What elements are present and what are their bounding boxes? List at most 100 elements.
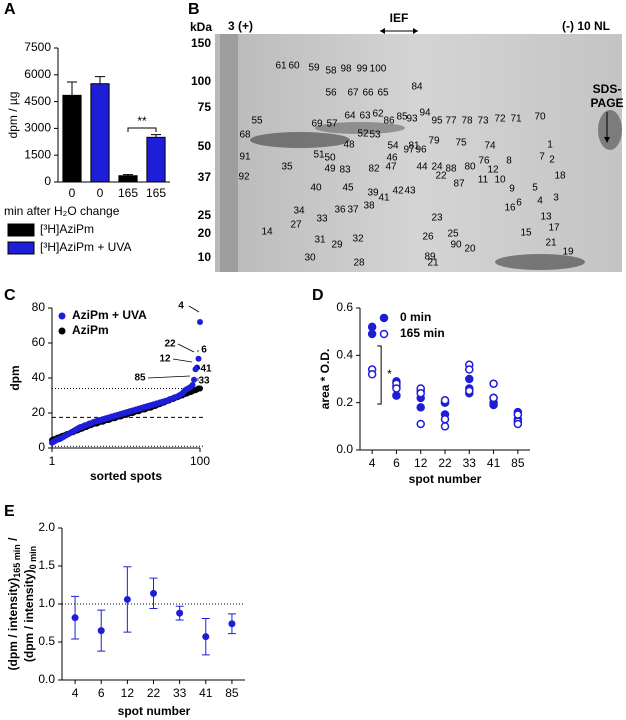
point — [197, 385, 203, 392]
spot-label: 76 — [478, 156, 490, 167]
legend-marker — [379, 313, 389, 323]
legend-label: AziPm — [72, 323, 109, 337]
y-tick-label: 7500 — [24, 40, 51, 54]
y-tick-label: 4500 — [24, 94, 51, 108]
point — [440, 414, 450, 424]
spot-label: 75 — [455, 138, 467, 149]
y-axis-label: (dpm / intensity)0 min — [22, 546, 38, 662]
spot-label: 37 — [347, 205, 359, 216]
spot-label: 96 — [415, 145, 427, 156]
bar — [62, 94, 82, 183]
kda-label: 25 — [198, 208, 212, 222]
point — [194, 364, 201, 371]
y-axis-label-text: (dpm / intensity) — [22, 569, 36, 662]
spot-label: 39 — [367, 188, 379, 199]
spot-label: 21 — [545, 238, 557, 249]
y-tick-label: 2.0 — [38, 520, 55, 534]
right-label: (-) 10 NL — [562, 19, 610, 33]
legend-marker — [58, 327, 66, 335]
spot-label: 65 — [377, 88, 389, 99]
spot-label: 32 — [352, 234, 364, 245]
y-tick-label: 40 — [32, 370, 46, 384]
bar — [118, 175, 138, 183]
legend-marker — [379, 329, 389, 339]
legend-label: AziPm + UVA — [72, 308, 147, 322]
annotation: 6 — [201, 345, 207, 356]
y-axis-label-tail: / — [6, 537, 20, 544]
kda-label: 50 — [198, 139, 212, 153]
marker-lane — [220, 34, 238, 272]
point — [416, 403, 425, 412]
spot-label: 5 — [532, 183, 538, 194]
x-tick-label: 12 — [414, 456, 428, 470]
x-tick-label: 1 — [49, 454, 56, 468]
spot-label: 72 — [494, 114, 506, 125]
x-tick-label: 6 — [98, 686, 105, 700]
spot-label: 58 — [325, 66, 337, 77]
spot-label: 52 — [357, 129, 369, 140]
spot-label: 55 — [251, 116, 263, 127]
spot-label: 67 — [347, 88, 359, 99]
spot-label: 85 — [396, 112, 408, 123]
spot-label: 8 — [506, 156, 512, 167]
annotation: 41 — [200, 364, 212, 375]
spot-label: 15 — [520, 228, 532, 239]
spot-label: 88 — [445, 164, 457, 175]
spot-label: 43 — [404, 186, 416, 197]
y-tick-label: 60 — [32, 335, 46, 349]
spot-label: 100 — [370, 64, 387, 75]
kda-label: 10 — [198, 250, 212, 264]
spot-label: 90 — [450, 240, 462, 251]
point — [367, 322, 377, 332]
spot-label: 38 — [363, 201, 375, 212]
point — [489, 393, 498, 403]
annotation: 33 — [198, 376, 210, 387]
spot-label: 36 — [334, 205, 346, 216]
annotation: 4 — [178, 301, 184, 312]
spot-label: 4 — [537, 196, 543, 207]
legend-marker — [58, 312, 66, 320]
spot-label: 95 — [431, 116, 443, 127]
point — [71, 614, 79, 622]
spot-label: 6 — [516, 198, 522, 209]
y-tick-label: 0.0 — [38, 672, 55, 686]
kda-label: 37 — [198, 170, 212, 184]
error-bar — [123, 174, 133, 176]
x-tick-label: 85 — [225, 686, 239, 700]
annotation: 12 — [159, 354, 171, 365]
spot-label: 44 — [416, 162, 428, 173]
spot-label: 86 — [383, 116, 395, 127]
significance-bracket — [127, 127, 157, 132]
spot-label: 16 — [504, 203, 516, 214]
gel-image — [215, 34, 622, 272]
point — [228, 620, 236, 628]
spot-label: 25 — [447, 229, 459, 240]
point — [489, 400, 498, 410]
spot-label: 12 — [487, 165, 499, 176]
kda-label: 100 — [191, 74, 211, 88]
x-tick-label: 12 — [121, 686, 135, 700]
spot-label: 68 — [239, 130, 251, 141]
spot-label: 14 — [261, 227, 273, 238]
spot-label: 99 — [356, 64, 368, 75]
point — [202, 633, 210, 641]
spot-label: 47 — [385, 162, 397, 173]
spot-label: 7 — [539, 152, 545, 163]
point — [513, 410, 523, 419]
annotation-leader — [147, 375, 191, 379]
y-tick-label: 0.2 — [336, 395, 353, 409]
panel-label: D — [312, 287, 324, 304]
legend-label: [³H]AziPm + UVA — [40, 240, 131, 254]
error-bar — [95, 76, 105, 84]
spot-label: 59 — [308, 63, 320, 74]
legend-swatch — [7, 241, 35, 255]
y-tick-label: 0 — [44, 174, 51, 188]
y-axis-label-sub: 0 min — [28, 546, 38, 570]
gel-band — [250, 132, 350, 148]
spot-label: 66 — [362, 88, 374, 99]
spot-label: 91 — [239, 152, 251, 163]
x-tick-label: 22 — [147, 686, 161, 700]
point — [197, 319, 203, 325]
point — [465, 374, 474, 384]
